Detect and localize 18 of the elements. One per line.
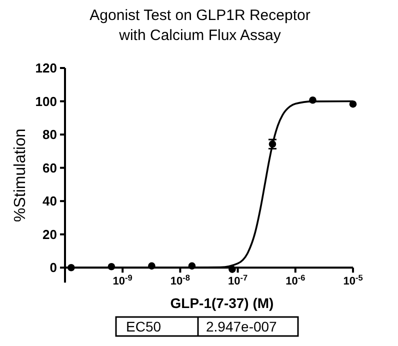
y-tick-label: 0: [50, 260, 57, 276]
x-tick-label: 10$^{-5}$: [343, 273, 364, 288]
x-tick-label: 10$^{-8}$: [170, 273, 190, 288]
y-tick-label: 40: [42, 194, 57, 209]
y-tick-label: 100: [35, 94, 57, 109]
y-axis-title: %Stimulation: [12, 128, 29, 222]
y-tick-label: 120: [35, 60, 57, 76]
y-tick-label: 80: [42, 127, 57, 142]
x-tick-label: 10$^{-6}$: [286, 273, 306, 288]
text: EC50: [126, 318, 162, 334]
x-tick-label: 10$^{-7}$: [228, 273, 248, 288]
x-tick-label: 10$^{-9}$: [112, 273, 133, 288]
x-axis-title: GLP-1(7-37) (M): [170, 295, 274, 311]
text: 2.947e-007: [206, 318, 278, 334]
point: [228, 266, 236, 273]
chart-title: Agonist Test on GLP1R Receptor with Calcium Flux Assay: [90, 7, 310, 44]
y-tick-label: 20: [42, 226, 57, 242]
y-tick-label: 60: [42, 160, 57, 176]
